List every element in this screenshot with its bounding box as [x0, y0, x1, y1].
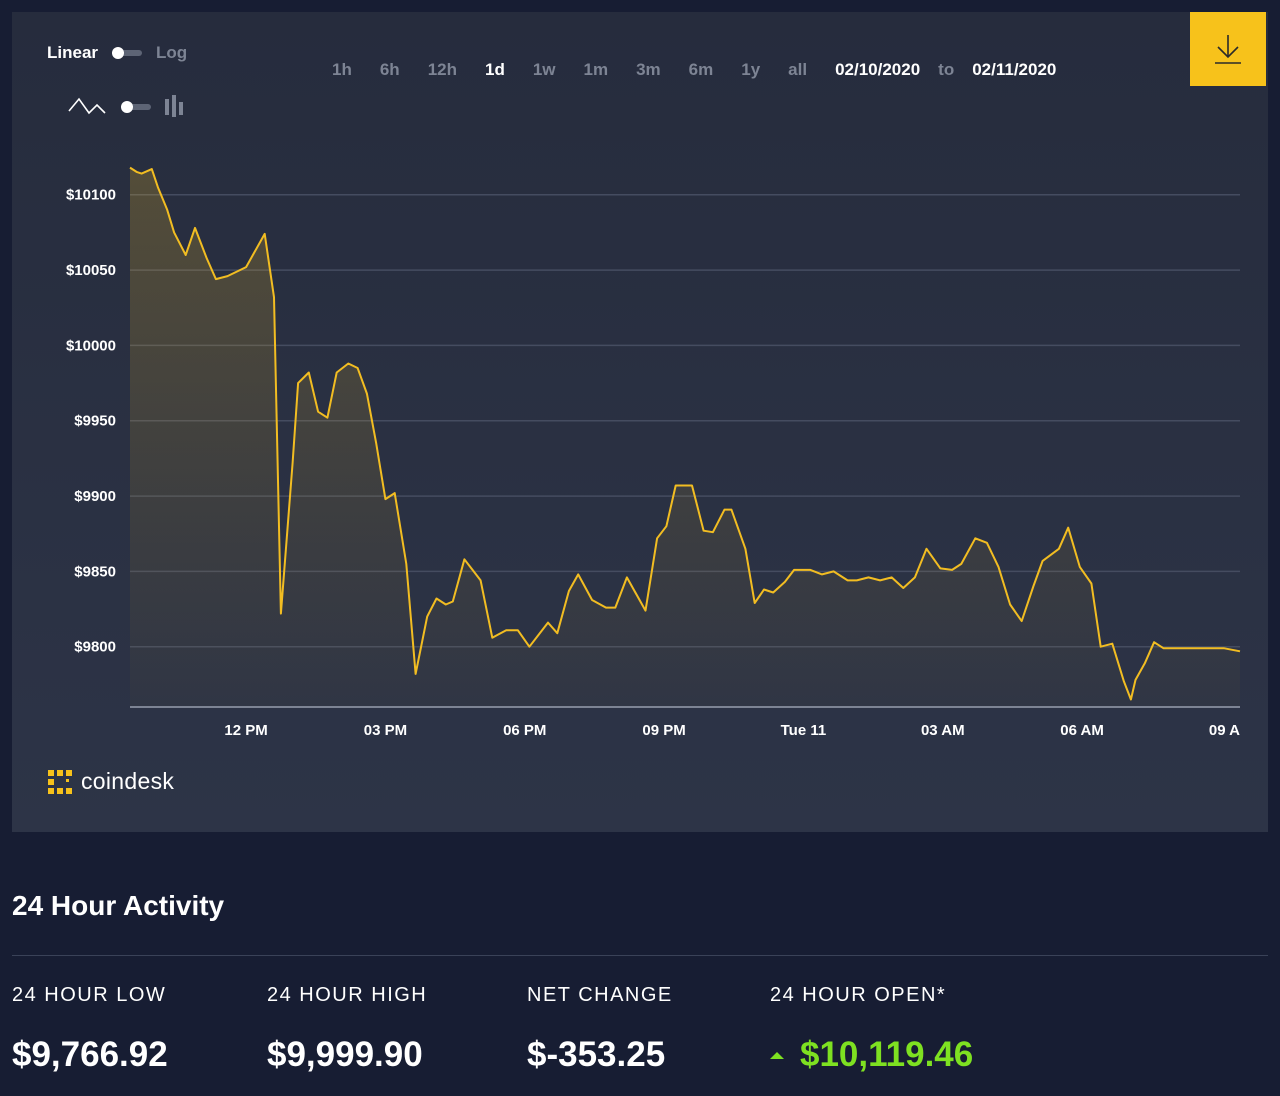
switch-knob — [112, 47, 125, 59]
chart-type-toggle — [67, 92, 187, 122]
switch-knob — [121, 101, 133, 113]
switch-track — [116, 50, 143, 56]
x-tick-label: 12 PM — [224, 722, 267, 739]
stat-value: $-353.25 — [527, 1035, 666, 1074]
x-tick-label: 03 PM — [364, 722, 407, 739]
scale-toggle: Linear Log — [47, 42, 187, 64]
range-3m[interactable]: 3m — [636, 60, 661, 79]
price-line[interactable] — [129, 166, 1241, 701]
stat-net-change: NET CHANGE $-353.25 — [527, 984, 673, 1075]
stat-24h-open: 24 HOUR OPEN* $10,119.46 — [770, 984, 973, 1075]
range-1d[interactable]: 1d — [484, 60, 505, 79]
x-tick-label: 03 AM — [921, 722, 965, 739]
stat-24h-high: 24 HOUR HIGH $9,999.90 — [267, 984, 427, 1075]
range-12h[interactable]: 12h — [427, 60, 457, 79]
y-tick-label: $10100 — [66, 187, 116, 204]
stat-label: 24 HOUR LOW — [12, 984, 167, 1006]
range-selector: 1h 6h 12h 1d 1w 1m 3m 6m 1y all 02/10/2020 to 02/11/… — [332, 56, 1056, 84]
x-tick-label: 06 AM — [1060, 722, 1104, 739]
switch-track — [125, 104, 151, 110]
stat-value: $9,999.90 — [267, 1035, 423, 1074]
price-area — [130, 167, 1240, 708]
range-6h[interactable]: 6h — [379, 60, 400, 79]
coindesk-logo-icon — [48, 769, 72, 794]
y-tick-label: $10000 — [66, 337, 116, 354]
coindesk-logo[interactable]: coindesk — [47, 768, 174, 795]
scale-switch[interactable] — [112, 47, 143, 59]
range-all[interactable]: all — [788, 60, 808, 79]
linear-label[interactable]: Linear — [47, 43, 99, 62]
price-chart[interactable]: $10100 $10050 $10000 $9950 $9900 $9850 $9800 1… — [12, 12, 1268, 752]
stat-label: NET CHANGE — [527, 984, 673, 1006]
chart-panel: $10100 $10050 $10000 $9950 $9900 $9850 $9800 1… — [12, 12, 1268, 832]
stat-label: 24 HOUR HIGH — [267, 984, 428, 1006]
date-from[interactable]: 02/10/2020 — [835, 60, 921, 79]
stat-value: $9,766.92 — [12, 1035, 168, 1074]
range-1w[interactable]: 1w — [532, 60, 556, 79]
coindesk-logo-text: coindesk — [81, 768, 175, 794]
line-chart-icon[interactable] — [67, 95, 107, 119]
y-tick-label: $9850 — [74, 563, 116, 580]
y-tick-label: $9800 — [74, 639, 116, 656]
y-tick-label: $10050 — [66, 262, 116, 279]
arrow-up-icon — [770, 1051, 784, 1059]
date-to-label: to — [938, 60, 955, 79]
download-icon — [1215, 35, 1241, 64]
stat-value: $10,119.46 — [770, 1035, 973, 1075]
stat-value-text: $10,119.46 — [800, 1035, 974, 1074]
y-tick-label: $9900 — [74, 488, 116, 505]
x-tick-label: 09 A — [1209, 722, 1240, 739]
candlestick-icon[interactable] — [163, 93, 187, 121]
x-axis: 12 PM 03 PM 06 PM 09 PM Tue 11 03 AM 06 AM 09 A — [224, 722, 1240, 739]
range-1h[interactable]: 1h — [332, 60, 352, 79]
download-button[interactable] — [1190, 12, 1266, 86]
x-tick-label: 09 PM — [642, 722, 685, 739]
chart-type-switch[interactable] — [121, 101, 151, 113]
x-tick-label: 06 PM — [503, 722, 546, 739]
y-axis: $10100 $10050 $10000 $9950 $9900 $9850 $9800 — [66, 187, 116, 656]
date-to[interactable]: 02/11/2020 — [972, 60, 1057, 79]
range-1y[interactable]: 1y — [741, 60, 761, 79]
stat-label: 24 HOUR OPEN* — [770, 984, 947, 1006]
activity-divider — [12, 955, 1268, 956]
range-1m[interactable]: 1m — [583, 60, 609, 79]
x-tick-label: Tue 11 — [781, 722, 827, 739]
log-label[interactable]: Log — [156, 43, 188, 62]
y-tick-label: $9950 — [74, 413, 116, 430]
stat-24h-low: 24 HOUR LOW $9,766.92 — [12, 984, 168, 1075]
range-6m[interactable]: 6m — [688, 60, 714, 79]
activity-title: 24 Hour Activity — [12, 890, 225, 921]
